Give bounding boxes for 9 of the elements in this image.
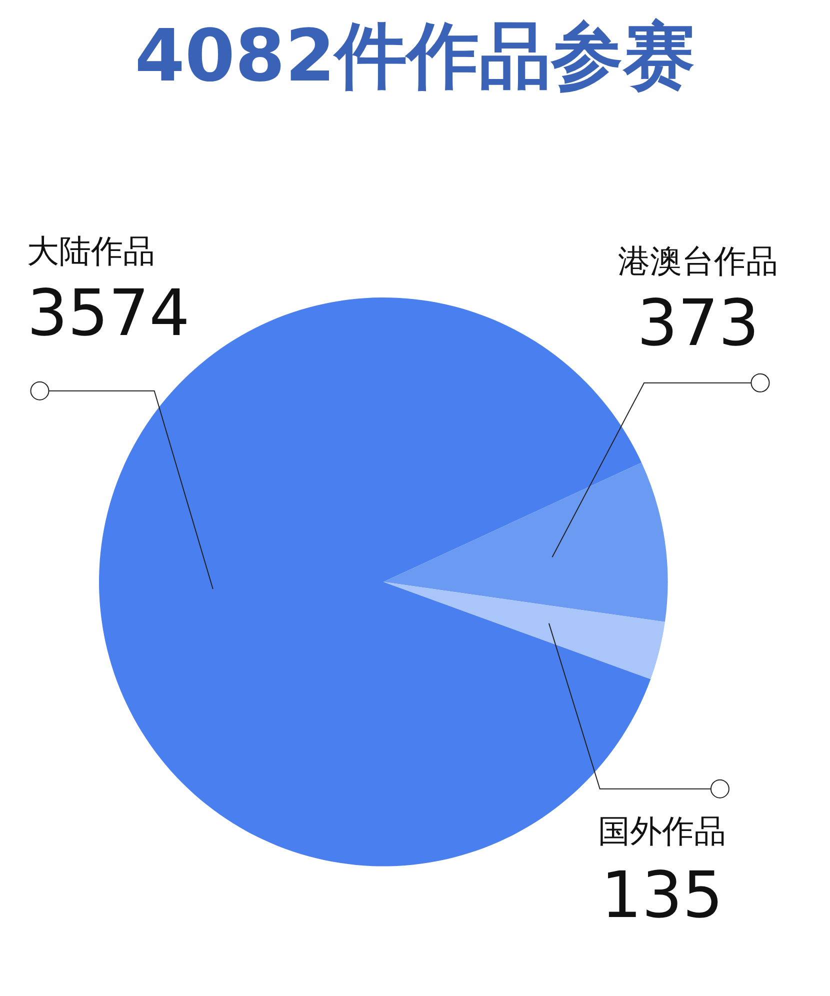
data-label: 135 (601, 859, 724, 933)
slice-label: 国外作品 (598, 812, 726, 850)
slice-label: 大陆作品 (27, 232, 155, 270)
chart-title: 4082件作品参赛 (134, 13, 696, 98)
slice-label: 港澳台作品 (618, 242, 778, 280)
data-label: 373 (637, 287, 760, 361)
data-label: 3574 (27, 277, 190, 351)
pie-slice (383, 462, 668, 622)
pie-slice (383, 582, 665, 680)
